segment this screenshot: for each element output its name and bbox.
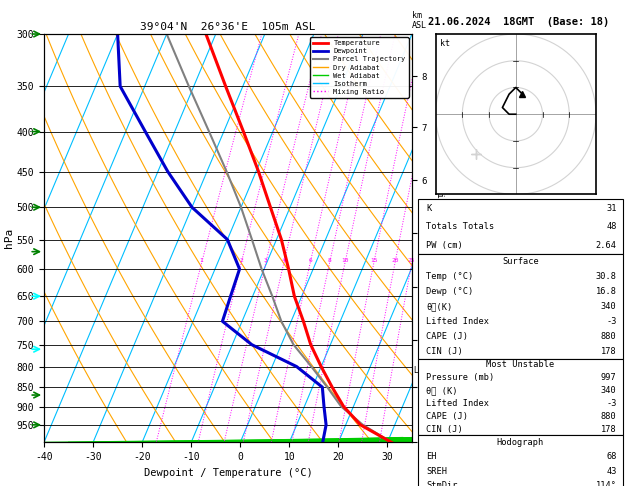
Text: 178: 178 (601, 424, 616, 434)
Bar (418, 254, 623, 359)
Text: 2: 2 (239, 259, 243, 263)
Text: 15: 15 (370, 259, 377, 263)
Text: 68: 68 (606, 452, 616, 461)
Text: θᴇ(K): θᴇ(K) (426, 302, 453, 311)
Text: 20: 20 (391, 259, 399, 263)
Title: 39°04'N  26°36'E  105m ASL: 39°04'N 26°36'E 105m ASL (140, 22, 316, 32)
Text: CIN (J): CIN (J) (426, 347, 463, 356)
Text: Totals Totals: Totals Totals (426, 222, 495, 231)
X-axis label: Dewpoint / Temperature (°C): Dewpoint / Temperature (°C) (143, 468, 313, 478)
Text: 4: 4 (282, 259, 286, 263)
Text: SREH: SREH (426, 467, 447, 476)
Text: 25: 25 (408, 259, 415, 263)
Text: Pressure (mb): Pressure (mb) (426, 373, 495, 382)
Y-axis label: hPa: hPa (4, 228, 14, 248)
Text: K: K (426, 204, 431, 213)
Text: 10: 10 (341, 259, 348, 263)
Text: θᴇ (K): θᴇ (K) (426, 386, 458, 395)
Text: 6: 6 (308, 259, 312, 263)
Legend: Temperature, Dewpoint, Parcel Trajectory, Dry Adiabat, Wet Adiabat, Isotherm, Mi: Temperature, Dewpoint, Parcel Trajectory… (310, 37, 408, 98)
Text: CAPE (J): CAPE (J) (426, 331, 469, 341)
Text: Lifted Index: Lifted Index (426, 317, 489, 326)
Text: EH: EH (426, 452, 437, 461)
Text: CAPE (J): CAPE (J) (426, 412, 469, 421)
Text: 114°: 114° (596, 481, 616, 486)
Text: 1: 1 (199, 259, 203, 263)
Text: Hodograph: Hodograph (497, 438, 544, 447)
Text: 340: 340 (601, 386, 616, 395)
Text: 43: 43 (606, 467, 616, 476)
Text: 16.8: 16.8 (596, 287, 616, 296)
Text: Dewp (°C): Dewp (°C) (426, 287, 474, 296)
Text: 31: 31 (606, 204, 616, 213)
Text: -3: -3 (606, 317, 616, 326)
Bar (418, 359, 623, 435)
Text: km
ASL: km ASL (412, 11, 427, 30)
Text: -3: -3 (606, 399, 616, 408)
Text: kt: kt (440, 39, 450, 48)
Text: 21.06.2024  18GMT  (Base: 18): 21.06.2024 18GMT (Base: 18) (428, 17, 610, 27)
Text: Surface: Surface (502, 257, 539, 266)
Y-axis label: Mixing Ratio (g/kg): Mixing Ratio (g/kg) (435, 187, 443, 289)
Text: 3: 3 (264, 259, 267, 263)
Text: 8: 8 (328, 259, 331, 263)
Text: 48: 48 (606, 222, 616, 231)
Text: 30.8: 30.8 (596, 272, 616, 281)
Text: LCL: LCL (413, 366, 427, 375)
Bar (418, 435, 623, 486)
Text: 997: 997 (601, 373, 616, 382)
Text: Temp (°C): Temp (°C) (426, 272, 474, 281)
Text: 880: 880 (601, 412, 616, 421)
Text: Most Unstable: Most Unstable (486, 361, 555, 369)
Bar (418, 199, 623, 254)
Text: 178: 178 (601, 347, 616, 356)
Text: 2.64: 2.64 (596, 241, 616, 249)
Text: StmDir: StmDir (426, 481, 458, 486)
Text: 880: 880 (601, 331, 616, 341)
Text: 340: 340 (601, 302, 616, 311)
Text: CIN (J): CIN (J) (426, 424, 463, 434)
Text: Lifted Index: Lifted Index (426, 399, 489, 408)
Text: PW (cm): PW (cm) (426, 241, 463, 249)
